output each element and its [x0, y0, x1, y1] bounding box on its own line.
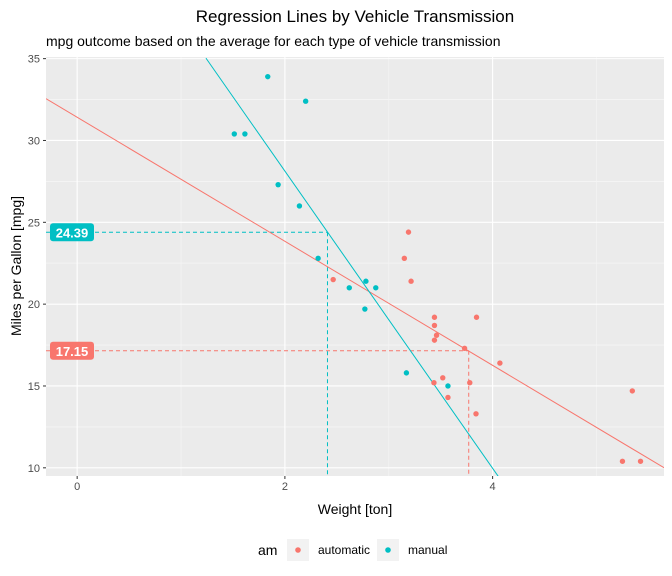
panel-background — [46, 57, 664, 476]
regression-lines — [46, 57, 664, 476]
point-automatic — [467, 380, 473, 386]
y-tick-label: 35 — [28, 54, 40, 66]
point-automatic — [637, 458, 644, 464]
point-manual — [242, 131, 248, 137]
y-axis-title: Miles per Gallon [mpg] — [8, 196, 24, 336]
y-tick-label: 15 — [28, 381, 40, 393]
point-manual — [373, 285, 379, 291]
point-manual — [296, 203, 303, 209]
axis-ticks: 0 2 4 10 15 20 25 30 35 — [28, 54, 496, 493]
mean-reference-lines — [46, 231, 470, 476]
point-automatic — [401, 255, 408, 262]
point-automatic — [433, 332, 440, 338]
x-tick-label: 0 — [74, 481, 80, 493]
point-automatic — [431, 314, 438, 320]
point-manual — [315, 255, 321, 262]
mean-labels: 17.15 24.39 — [50, 223, 94, 360]
y-tick-label: 30 — [28, 135, 40, 147]
point-automatic — [461, 345, 468, 352]
point-automatic — [330, 276, 336, 283]
point-manual — [362, 306, 368, 312]
point-automatic — [497, 360, 503, 366]
point-manual — [302, 98, 309, 104]
chart-subtitle: mpg outcome based on the average for eac… — [46, 33, 500, 49]
regression-line-manual — [205, 57, 499, 476]
legend-marker-manual — [385, 547, 391, 553]
point-automatic — [473, 314, 480, 320]
point-automatic — [629, 388, 636, 394]
point-automatic — [445, 394, 451, 401]
legend-title: am — [258, 542, 277, 558]
legend: am automatic manual — [258, 539, 447, 561]
regression-line-automatic — [46, 98, 664, 469]
point-automatic — [408, 278, 414, 284]
point-manual — [445, 383, 451, 389]
y-tick-label: 25 — [28, 217, 40, 229]
x-tick-label: 4 — [490, 481, 496, 493]
mean-label-automatic: 17.15 — [56, 344, 89, 359]
point-automatic — [431, 380, 437, 386]
point-automatic — [440, 375, 446, 381]
point-automatic — [431, 322, 438, 329]
point-automatic — [405, 229, 412, 235]
legend-marker-automatic — [295, 547, 301, 553]
data-points — [231, 73, 644, 464]
point-automatic — [619, 458, 626, 464]
point-manual — [275, 181, 281, 188]
mean-label-box-automatic — [50, 341, 94, 360]
y-tick-label: 20 — [28, 299, 40, 311]
chart-title: Regression Lines by Vehicle Transmission — [196, 7, 514, 26]
point-manual — [403, 370, 410, 376]
point-manual — [265, 73, 271, 80]
point-manual — [363, 278, 369, 284]
grid — [46, 57, 664, 476]
legend-label-automatic: automatic — [318, 543, 370, 557]
y-tick-label: 10 — [28, 463, 40, 475]
point-automatic — [431, 337, 438, 343]
mean-label-box-manual — [50, 223, 94, 242]
mean-label-manual: 24.39 — [56, 225, 89, 240]
x-tick-label: 2 — [282, 481, 288, 493]
point-manual — [346, 285, 352, 291]
point-manual — [231, 131, 238, 137]
legend-label-manual: manual — [408, 543, 447, 557]
x-axis-title: Weight [ton] — [318, 501, 392, 517]
point-automatic — [473, 411, 479, 417]
